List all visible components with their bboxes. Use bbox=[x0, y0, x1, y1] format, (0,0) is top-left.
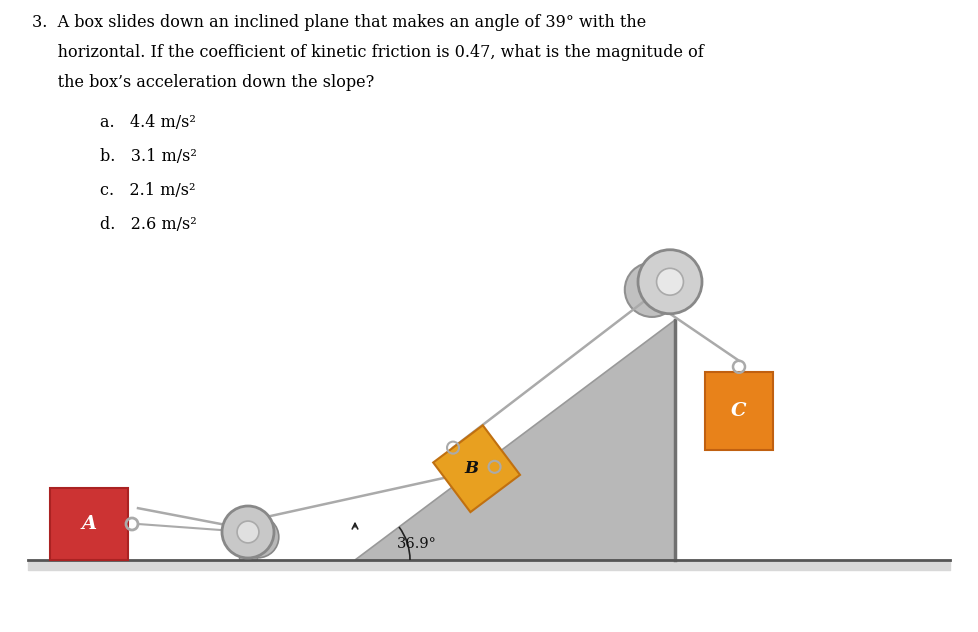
Bar bbox=[704, 372, 773, 450]
Text: 3.  A box slides down an inclined plane that makes an angle of 39° with the: 3. A box slides down an inclined plane t… bbox=[32, 14, 645, 31]
Circle shape bbox=[237, 516, 279, 558]
Text: B: B bbox=[465, 460, 478, 477]
Bar bbox=[50, 488, 128, 560]
Text: b.   3.1 m/s²: b. 3.1 m/s² bbox=[100, 148, 197, 165]
FancyBboxPatch shape bbox=[239, 532, 257, 560]
Polygon shape bbox=[432, 425, 519, 512]
Text: A: A bbox=[81, 515, 97, 533]
Text: a.   4.4 m/s²: a. 4.4 m/s² bbox=[100, 114, 196, 131]
Text: C: C bbox=[731, 402, 746, 420]
Circle shape bbox=[237, 521, 258, 543]
Text: horizontal. If the coefficient of kinetic friction is 0.47, what is the magnitud: horizontal. If the coefficient of kineti… bbox=[32, 44, 703, 61]
Circle shape bbox=[222, 506, 274, 558]
Circle shape bbox=[639, 277, 663, 302]
Text: d.   2.6 m/s²: d. 2.6 m/s² bbox=[100, 216, 197, 233]
Text: the box’s acceleration down the slope?: the box’s acceleration down the slope? bbox=[32, 74, 374, 91]
Text: c.   2.1 m/s²: c. 2.1 m/s² bbox=[100, 182, 196, 199]
Circle shape bbox=[656, 269, 683, 295]
Polygon shape bbox=[355, 320, 674, 560]
Text: 36.9°: 36.9° bbox=[397, 537, 436, 551]
Circle shape bbox=[638, 250, 701, 313]
Circle shape bbox=[249, 529, 266, 545]
Circle shape bbox=[624, 262, 679, 317]
